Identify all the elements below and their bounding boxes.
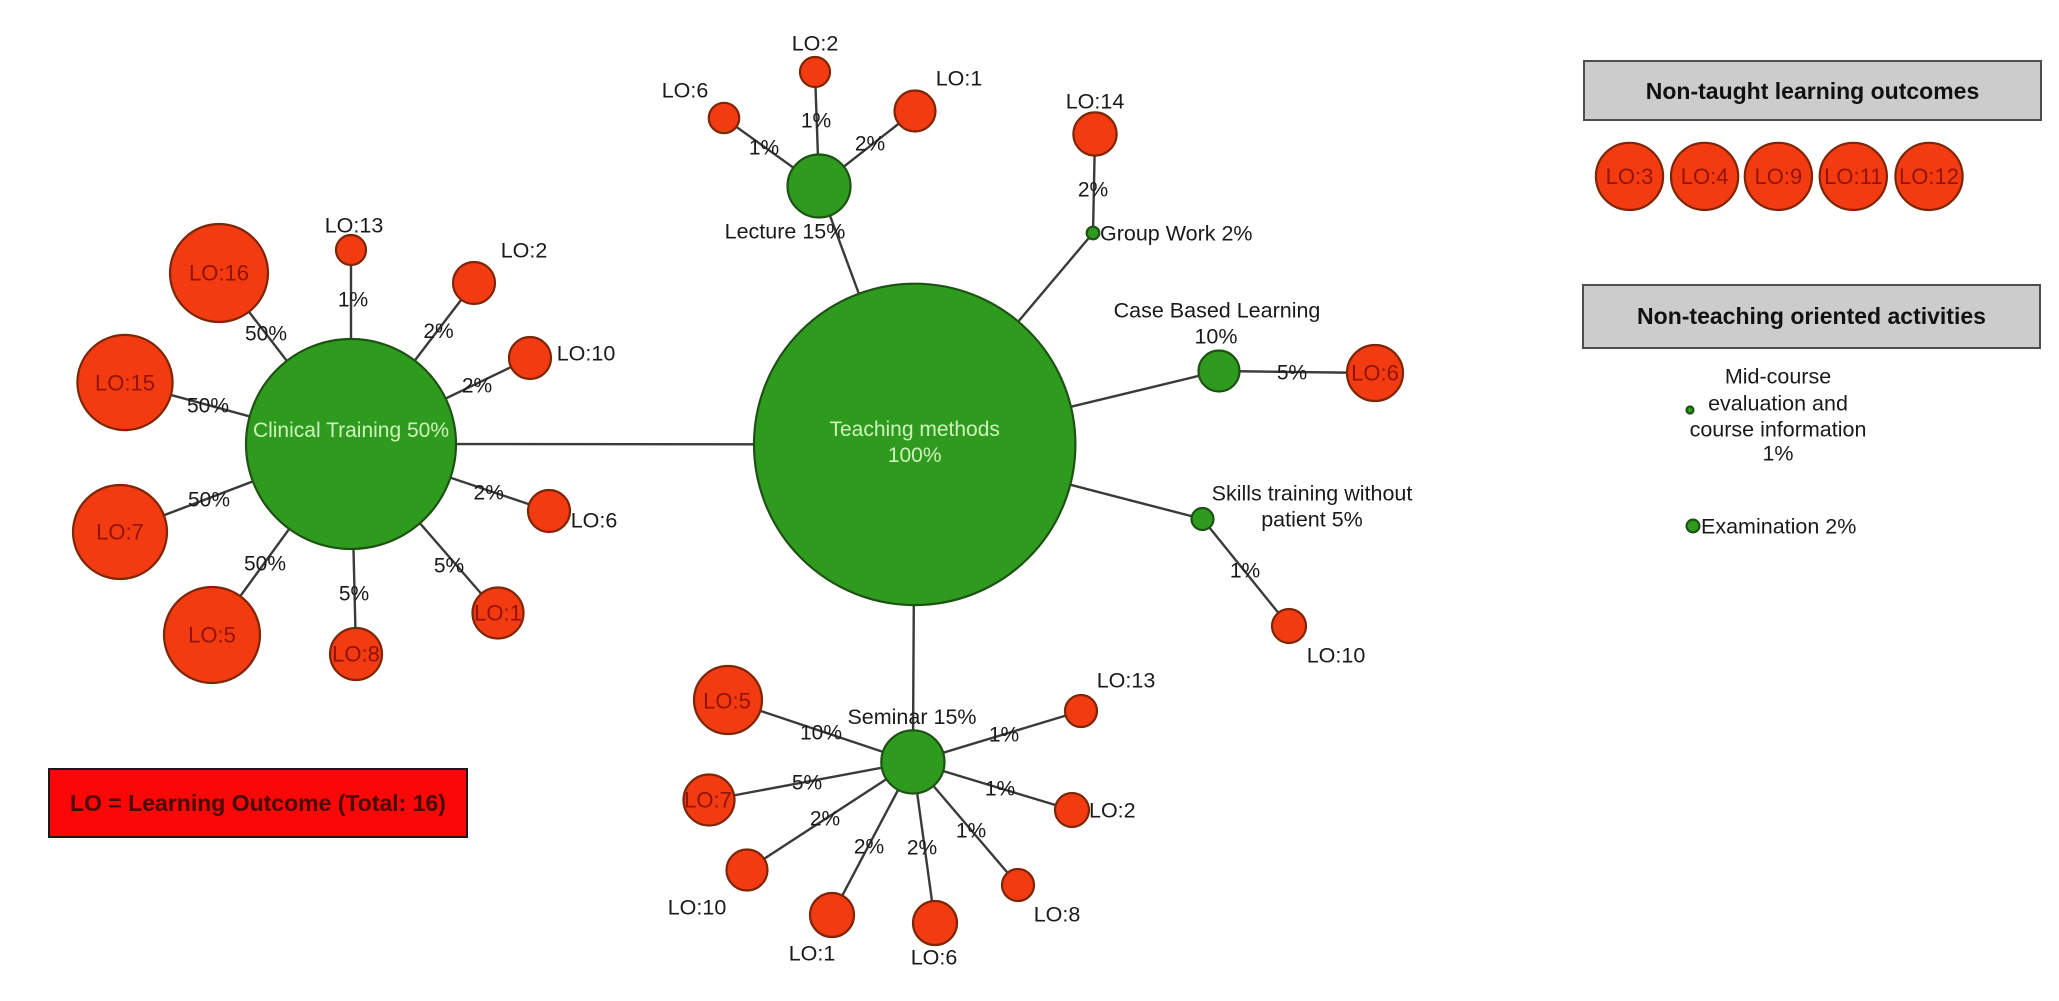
svg-text:LO:8: LO:8 bbox=[1034, 903, 1081, 927]
svg-text:LO:9: LO:9 bbox=[1755, 164, 1803, 189]
svg-text:LO:11: LO:11 bbox=[1824, 164, 1882, 189]
svg-text:LO:10: LO:10 bbox=[668, 896, 727, 920]
svg-text:LO:13: LO:13 bbox=[325, 214, 384, 238]
svg-text:LO:7: LO:7 bbox=[684, 788, 732, 813]
svg-text:Clinical Training 50%: Clinical Training 50% bbox=[253, 419, 449, 442]
svg-text:1%: 1% bbox=[801, 110, 831, 133]
svg-text:LO = Learning Outcome (Total:: LO = Learning Outcome (Total: 16) bbox=[70, 790, 446, 816]
svg-text:LO:6: LO:6 bbox=[571, 509, 618, 533]
svg-text:2%: 2% bbox=[854, 836, 884, 859]
svg-text:LO:1: LO:1 bbox=[789, 942, 836, 966]
svg-text:50%: 50% bbox=[188, 489, 230, 512]
svg-text:1%: 1% bbox=[956, 820, 986, 843]
svg-text:LO:6: LO:6 bbox=[662, 79, 709, 103]
svg-text:Case Based Learning: Case Based Learning bbox=[1114, 299, 1321, 323]
svg-text:50%: 50% bbox=[244, 553, 286, 576]
svg-text:100%: 100% bbox=[888, 444, 942, 467]
svg-text:2%: 2% bbox=[462, 375, 492, 398]
svg-text:1%: 1% bbox=[1230, 560, 1260, 583]
svg-text:10%: 10% bbox=[800, 722, 842, 745]
svg-text:50%: 50% bbox=[187, 395, 229, 418]
svg-text:50%: 50% bbox=[245, 323, 287, 346]
svg-text:10%: 10% bbox=[1194, 325, 1237, 349]
svg-text:Teaching methods: Teaching methods bbox=[829, 418, 999, 441]
svg-text:LO:7: LO:7 bbox=[96, 520, 144, 545]
svg-text:5%: 5% bbox=[339, 583, 369, 606]
svg-text:evaluation and: evaluation and bbox=[1708, 392, 1848, 416]
svg-text:LO:1: LO:1 bbox=[936, 67, 983, 91]
svg-text:LO:2: LO:2 bbox=[792, 32, 839, 56]
svg-text:LO:4: LO:4 bbox=[1681, 164, 1729, 189]
svg-text:5%: 5% bbox=[434, 555, 464, 578]
svg-text:LO:2: LO:2 bbox=[1089, 799, 1136, 823]
svg-text:1%: 1% bbox=[1762, 442, 1793, 466]
svg-text:1%: 1% bbox=[985, 778, 1015, 801]
svg-text:5%: 5% bbox=[792, 772, 822, 795]
svg-text:1%: 1% bbox=[749, 137, 779, 160]
svg-text:Mid-course: Mid-course bbox=[1725, 365, 1831, 389]
svg-text:5%: 5% bbox=[1277, 362, 1307, 385]
svg-text:2%: 2% bbox=[810, 808, 840, 831]
svg-text:LO:6: LO:6 bbox=[911, 946, 958, 970]
svg-text:course information: course information bbox=[1690, 418, 1867, 442]
svg-text:Skills training without: Skills training without bbox=[1212, 482, 1413, 506]
svg-text:LO:2: LO:2 bbox=[501, 239, 548, 263]
svg-text:LO:3: LO:3 bbox=[1606, 164, 1654, 189]
svg-text:LO:1: LO:1 bbox=[474, 601, 522, 626]
svg-text:Non-teaching oriented activiti: Non-teaching oriented activities bbox=[1637, 303, 1986, 329]
svg-text:2%: 2% bbox=[423, 320, 453, 343]
svg-text:LO:13: LO:13 bbox=[1097, 669, 1156, 693]
svg-text:2%: 2% bbox=[855, 133, 885, 156]
svg-text:LO:12: LO:12 bbox=[1899, 164, 1959, 189]
svg-text:1%: 1% bbox=[338, 289, 368, 312]
svg-text:patient 5%: patient 5% bbox=[1261, 508, 1363, 532]
svg-text:LO:10: LO:10 bbox=[1307, 644, 1366, 668]
svg-text:Examination 2%: Examination 2% bbox=[1701, 515, 1856, 539]
svg-text:LO:10: LO:10 bbox=[557, 342, 616, 366]
svg-text:2%: 2% bbox=[907, 837, 937, 860]
svg-text:Lecture 15%: Lecture 15% bbox=[725, 220, 846, 244]
svg-text:Non-taught learning outcomes: Non-taught learning outcomes bbox=[1646, 78, 1980, 104]
svg-text:Group Work 2%: Group Work 2% bbox=[1100, 222, 1253, 246]
svg-text:2%: 2% bbox=[474, 482, 504, 505]
svg-text:1%: 1% bbox=[989, 724, 1019, 747]
svg-text:2%: 2% bbox=[1078, 179, 1108, 202]
svg-text:LO:8: LO:8 bbox=[332, 642, 380, 667]
svg-text:LO:5: LO:5 bbox=[703, 689, 751, 714]
svg-text:LO:15: LO:15 bbox=[95, 371, 155, 396]
svg-text:LO:6: LO:6 bbox=[1351, 361, 1399, 386]
svg-text:LO:16: LO:16 bbox=[189, 261, 249, 286]
svg-text:LO:14: LO:14 bbox=[1066, 90, 1125, 114]
svg-text:LO:5: LO:5 bbox=[188, 623, 236, 648]
svg-text:Seminar 15%: Seminar 15% bbox=[847, 705, 976, 729]
